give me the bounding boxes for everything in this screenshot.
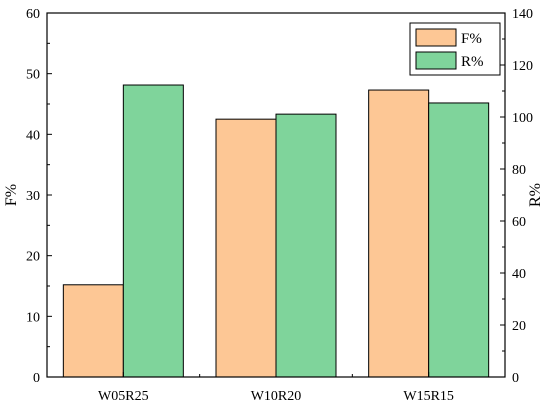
x-tick-label: W05R25 bbox=[98, 389, 149, 404]
y-tick-label: 30 bbox=[26, 189, 40, 204]
y2-axis-title: R% bbox=[527, 183, 544, 207]
legend-label: R% bbox=[461, 54, 484, 70]
bar-f-w15r15 bbox=[368, 89, 430, 378]
y-tick-label: 50 bbox=[26, 68, 40, 83]
y2-tick-label: 0 bbox=[512, 371, 519, 386]
y2-tick-label: 80 bbox=[512, 163, 526, 178]
bar-r-w15r15 bbox=[428, 102, 490, 378]
y-tick-label: 40 bbox=[26, 128, 40, 143]
y2-tick-label: 20 bbox=[512, 319, 526, 334]
bar-f-w05r25 bbox=[62, 284, 124, 378]
y2-tick-label: 40 bbox=[512, 267, 526, 282]
bar-r-w10r20 bbox=[275, 113, 337, 378]
y2-tick-label: 100 bbox=[512, 111, 533, 126]
y2-tick-label: 120 bbox=[512, 59, 533, 74]
y-tick-label: 10 bbox=[26, 310, 40, 325]
bar-r-w05r25 bbox=[122, 84, 184, 378]
y2-tick-label: 60 bbox=[512, 215, 526, 230]
x-tick-label: W10R20 bbox=[251, 389, 302, 404]
ticks-group: 0 10 20 30 40 50 60 0 20 40 60 80 100 120 140 W05R25 W10… bbox=[26, 7, 533, 404]
legend: F% R% bbox=[409, 22, 501, 76]
bars-group bbox=[62, 84, 490, 378]
y-tick-label: 60 bbox=[26, 7, 40, 22]
x-tick-label: W15R15 bbox=[403, 389, 454, 404]
y-axis-title: F% bbox=[3, 184, 20, 206]
y-tick-label: 0 bbox=[33, 371, 40, 386]
legend-swatch bbox=[415, 28, 457, 47]
y-tick-label: 20 bbox=[26, 250, 40, 265]
y2-tick-label: 140 bbox=[512, 7, 533, 22]
legend-label: F% bbox=[461, 31, 482, 47]
legend-swatch bbox=[415, 51, 457, 70]
bar-f-w10r20 bbox=[215, 118, 277, 378]
